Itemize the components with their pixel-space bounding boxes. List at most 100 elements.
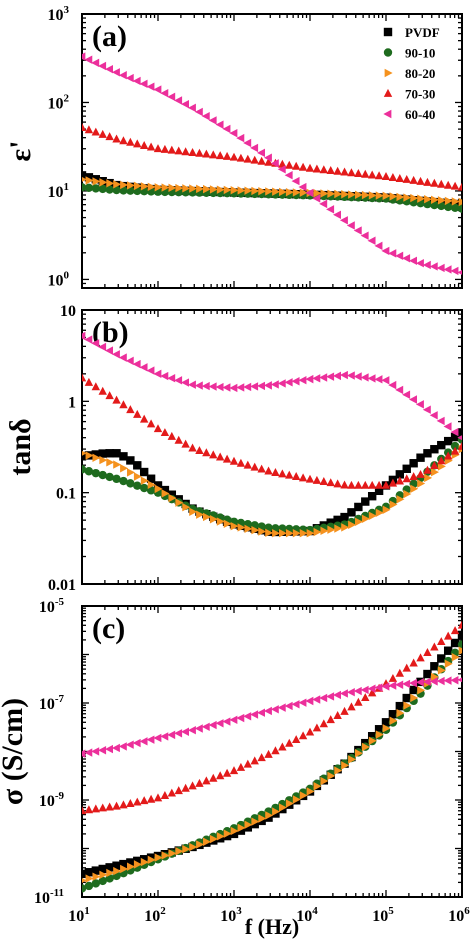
data-point bbox=[312, 164, 322, 173]
data-point bbox=[111, 350, 120, 359]
legend-marker bbox=[384, 68, 393, 78]
data-point bbox=[395, 470, 405, 479]
data-point bbox=[374, 375, 383, 384]
data-point bbox=[168, 849, 177, 858]
data-point bbox=[389, 192, 398, 201]
data-point bbox=[279, 187, 287, 197]
data-point bbox=[133, 797, 142, 806]
data-point bbox=[160, 790, 170, 799]
data-point bbox=[368, 191, 377, 200]
data-point bbox=[431, 672, 439, 682]
data-point bbox=[265, 528, 274, 538]
legend-marker bbox=[383, 109, 392, 119]
data-point bbox=[139, 467, 149, 477]
data-point bbox=[291, 472, 301, 481]
plot-frame bbox=[81, 13, 463, 289]
data-point bbox=[388, 710, 398, 719]
data-point bbox=[98, 746, 107, 755]
data-point bbox=[417, 479, 426, 488]
series-90-10 bbox=[82, 435, 462, 535]
data-point bbox=[361, 169, 370, 178]
data-point bbox=[355, 190, 363, 199]
data-point bbox=[111, 743, 120, 753]
data-point bbox=[91, 127, 101, 136]
data-point bbox=[409, 472, 418, 481]
data-point bbox=[265, 811, 274, 820]
data-point bbox=[126, 798, 135, 807]
data-point bbox=[91, 468, 101, 478]
data-point bbox=[277, 379, 286, 388]
data-point bbox=[347, 702, 356, 711]
data-point bbox=[368, 736, 377, 745]
data-point bbox=[450, 626, 460, 635]
data-point bbox=[112, 185, 121, 195]
data-point bbox=[416, 453, 425, 462]
data-point bbox=[334, 189, 343, 199]
data-point bbox=[132, 738, 141, 748]
data-point bbox=[189, 507, 198, 516]
data-point bbox=[91, 450, 101, 459]
data-point bbox=[251, 817, 260, 826]
data-point bbox=[409, 256, 417, 265]
data-point bbox=[229, 152, 239, 161]
data-point bbox=[91, 339, 100, 348]
data-point bbox=[230, 521, 239, 531]
data-point bbox=[160, 732, 169, 741]
data-point bbox=[229, 383, 238, 393]
data-point bbox=[175, 183, 184, 193]
legend-label: 70-30 bbox=[405, 87, 435, 102]
data-point bbox=[305, 727, 315, 736]
data-point bbox=[388, 173, 398, 181]
data-point bbox=[195, 148, 204, 157]
data-point bbox=[139, 414, 149, 423]
data-point bbox=[346, 688, 355, 697]
data-point bbox=[416, 653, 425, 662]
data-point bbox=[82, 52, 86, 61]
series-60-40 bbox=[82, 52, 462, 276]
data-point bbox=[133, 181, 142, 191]
data-point bbox=[258, 527, 267, 536]
data-point bbox=[201, 722, 210, 731]
data-point bbox=[106, 179, 115, 188]
data-point bbox=[367, 236, 376, 245]
data-point bbox=[450, 638, 460, 648]
data-point bbox=[194, 107, 203, 117]
data-point bbox=[437, 637, 446, 646]
data-point bbox=[265, 187, 274, 196]
data-point bbox=[299, 791, 308, 800]
data-point bbox=[417, 194, 426, 203]
data-point bbox=[257, 464, 266, 473]
data-point bbox=[215, 719, 224, 728]
data-point bbox=[348, 520, 357, 530]
data-point bbox=[181, 439, 190, 448]
data-point bbox=[353, 372, 362, 381]
data-point bbox=[312, 475, 322, 484]
data-point bbox=[105, 744, 113, 754]
data-point bbox=[133, 409, 142, 418]
data-point bbox=[437, 196, 446, 205]
data-point bbox=[119, 136, 128, 145]
data-point bbox=[348, 190, 357, 199]
data-point bbox=[133, 139, 142, 148]
y-tick-label: 0.01 bbox=[48, 577, 76, 594]
data-point bbox=[250, 382, 259, 391]
data-point bbox=[146, 474, 156, 483]
y-tick-label: 10-9 bbox=[39, 790, 65, 810]
data-point bbox=[334, 766, 343, 775]
data-point bbox=[84, 805, 94, 814]
data-point bbox=[298, 162, 308, 171]
data-point bbox=[367, 491, 377, 501]
data-point bbox=[354, 502, 363, 512]
data-point bbox=[209, 185, 218, 194]
data-point bbox=[443, 436, 453, 446]
data-point bbox=[367, 170, 377, 179]
y-axis-label: tanδ bbox=[4, 418, 37, 475]
data-point bbox=[381, 246, 390, 256]
series-80-20 bbox=[82, 646, 462, 883]
data-point bbox=[305, 374, 314, 384]
data-point bbox=[222, 124, 231, 134]
data-point bbox=[223, 829, 232, 838]
data-point bbox=[82, 806, 87, 815]
data-point bbox=[402, 174, 411, 183]
data-point bbox=[443, 676, 452, 685]
